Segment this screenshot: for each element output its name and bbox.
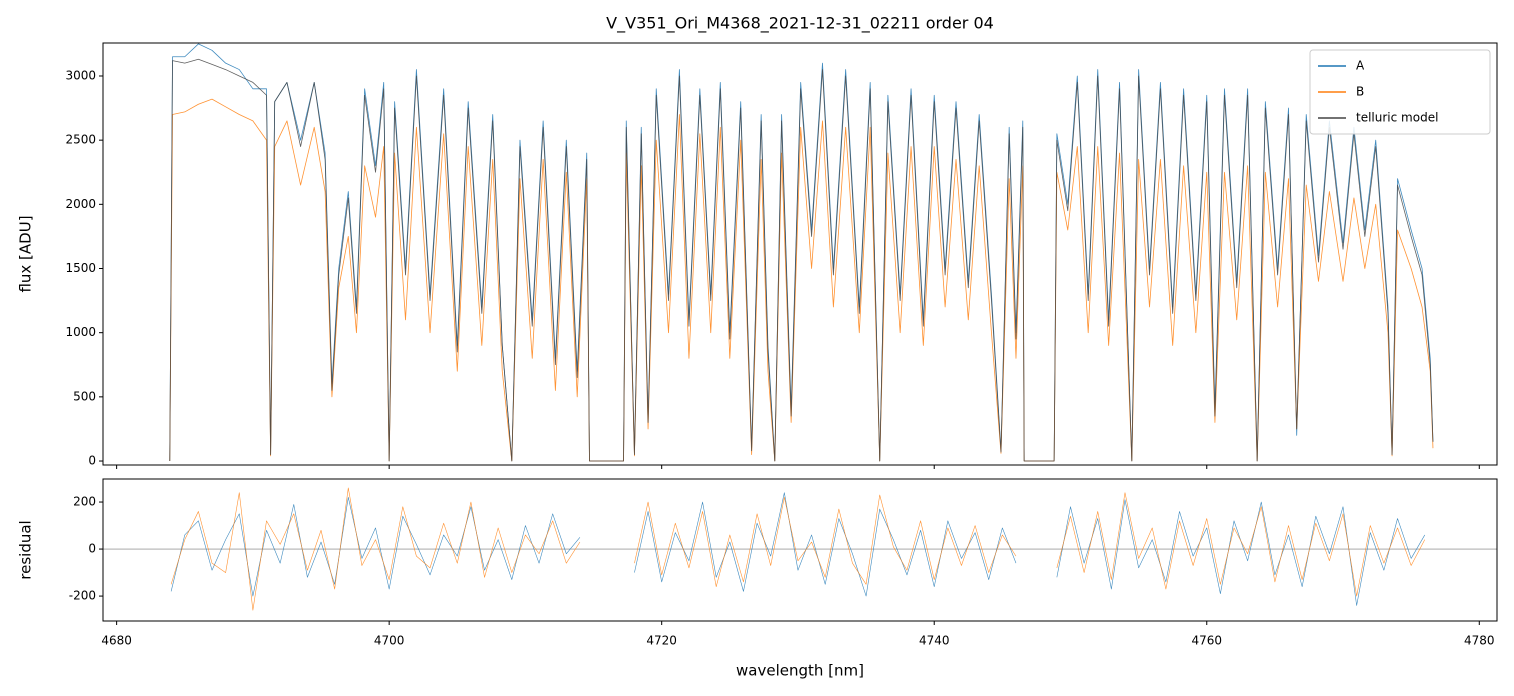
series-line bbox=[169, 98, 1434, 462]
y-axis-label: residual bbox=[17, 520, 35, 579]
legend-label: A bbox=[1356, 59, 1365, 73]
x-tick-label: 4780 bbox=[1464, 634, 1495, 648]
y-tick-label: 1500 bbox=[65, 261, 96, 275]
y-tick-label: 2000 bbox=[65, 197, 96, 211]
y-tick-label: 3000 bbox=[65, 68, 96, 82]
x-axis-label: wavelength [nm] bbox=[736, 662, 864, 680]
y-tick-label: 2500 bbox=[65, 133, 96, 147]
y-tick-label: 0 bbox=[88, 542, 96, 556]
series-line bbox=[169, 58, 1434, 462]
y-axis-label: flux [ADU] bbox=[17, 215, 35, 292]
x-tick-label: 4700 bbox=[374, 634, 405, 648]
axes-frame bbox=[102, 478, 1498, 622]
axes-frame bbox=[102, 42, 1498, 466]
series-line bbox=[169, 43, 1434, 462]
plot-area bbox=[169, 43, 1434, 462]
legend-label: telluric model bbox=[1356, 111, 1438, 125]
y-tick-label: 0 bbox=[88, 454, 96, 468]
x-tick-label: 4720 bbox=[646, 634, 677, 648]
legend-label: B bbox=[1356, 85, 1364, 99]
y-tick-label: 200 bbox=[73, 495, 96, 509]
x-tick-label: 4740 bbox=[919, 634, 950, 648]
x-tick-label: 4680 bbox=[101, 634, 132, 648]
chart-title: V_V351_Ori_M4368_2021-12-31_02211 order … bbox=[606, 14, 994, 34]
series-line bbox=[170, 487, 1426, 611]
y-tick-label: -200 bbox=[69, 589, 96, 603]
plot-area bbox=[103, 487, 1497, 611]
x-tick-label: 4760 bbox=[1191, 634, 1222, 648]
y-tick-label: 1000 bbox=[65, 325, 96, 339]
legend-box bbox=[1309, 49, 1491, 135]
y-tick-label: 500 bbox=[73, 389, 96, 403]
